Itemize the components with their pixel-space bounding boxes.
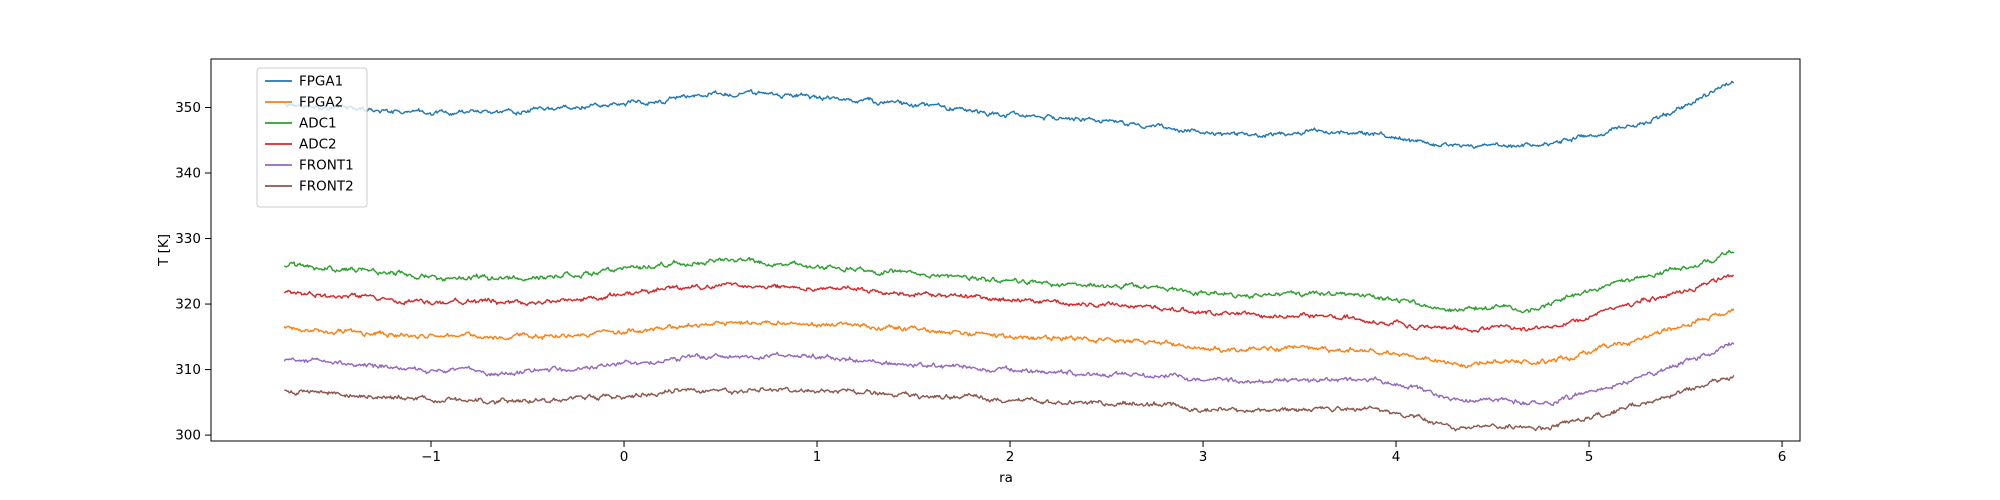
x-tick-label: 5 — [1585, 449, 1594, 465]
y-tick-label: 300 — [175, 428, 201, 444]
series-line-FRONT2 — [284, 375, 1735, 432]
y-axis-label: T [K] — [156, 234, 172, 267]
legend-item-FRONT1: FRONT1 — [265, 158, 354, 174]
series-line-ADC1 — [283, 249, 1735, 314]
legend-item-label: ADC2 — [299, 137, 337, 153]
y-tick-label: 340 — [175, 166, 201, 182]
x-tick-label: 0 — [620, 449, 629, 465]
y-tick-label: 310 — [175, 362, 201, 378]
legend-item-FPGA2: FPGA2 — [265, 95, 343, 111]
axes-layer: −1 0 1 2 3 4 5 6 300 310 320 330 340 350 — [175, 58, 1801, 465]
legend-item-FRONT2: FRONT2 — [265, 179, 354, 195]
legend: FPGA1 FPGA2 ADC1 ADC2 FRONT1 FRONT2 — [256, 67, 368, 208]
series-line-FPGA2 — [283, 308, 1735, 369]
legend-item-FPGA1: FPGA1 — [265, 74, 343, 90]
legend-item-label: FPGA1 — [299, 74, 343, 90]
x-tick-label: 3 — [1199, 449, 1208, 465]
legend-item-ADC2: ADC2 — [265, 137, 337, 153]
x-tick-label: −1 — [421, 449, 441, 465]
x-axis-label: ra — [999, 470, 1013, 486]
x-tick-label: 4 — [1392, 449, 1401, 465]
y-tick-label: 350 — [175, 100, 201, 116]
legend-item-label: FRONT1 — [299, 158, 354, 174]
legend-item-label: FPGA2 — [299, 95, 343, 111]
x-tick-label: 2 — [1006, 449, 1015, 465]
x-tick-label: 1 — [813, 449, 822, 465]
series-line-FPGA1 — [284, 80, 1735, 149]
plot-series-layer — [283, 80, 1735, 432]
series-line-FRONT1 — [283, 342, 1735, 407]
y-tick-label: 320 — [175, 297, 201, 313]
legend-item-label: FRONT2 — [299, 179, 354, 195]
x-tick-label: 6 — [1778, 449, 1787, 465]
y-tick-label: 330 — [175, 231, 201, 247]
legend-item-label: ADC1 — [299, 116, 337, 132]
series-line-ADC2 — [283, 274, 1735, 333]
legend-item-ADC1: ADC1 — [265, 116, 337, 132]
